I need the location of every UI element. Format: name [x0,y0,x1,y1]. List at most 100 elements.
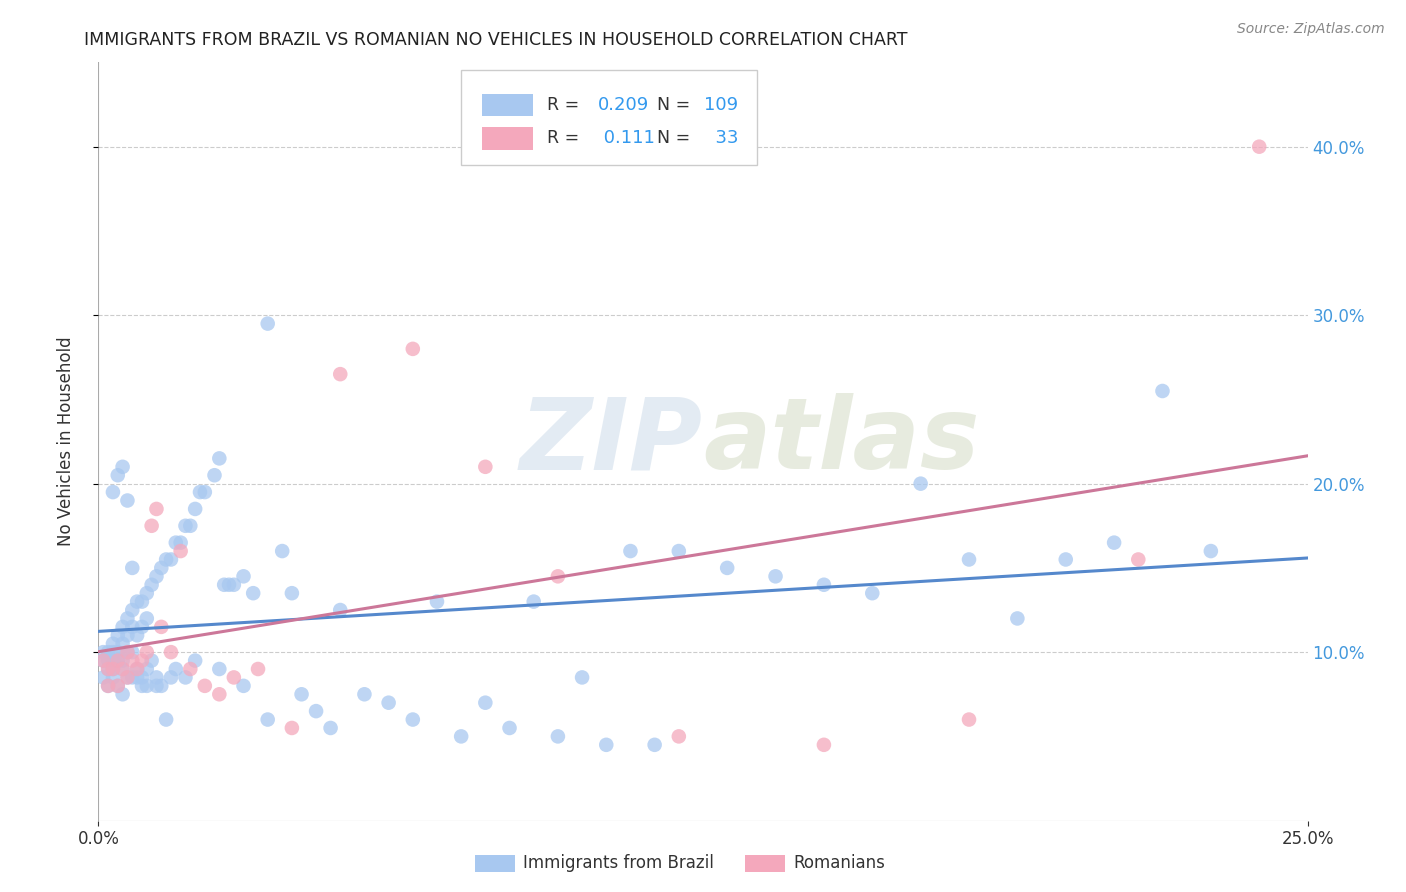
Point [107,468,129,483]
Point [957,552,980,566]
Point [131,654,153,668]
FancyBboxPatch shape [461,70,758,165]
Point [474,459,496,474]
Point [121,620,143,634]
Point [165,535,187,549]
Point [426,594,449,608]
Point [101,637,124,651]
Point [179,662,201,676]
Point [402,713,425,727]
Point [131,620,153,634]
Point [813,578,835,592]
Text: 0.111: 0.111 [598,129,655,147]
Point [111,620,134,634]
Point [208,662,231,676]
Point [1152,384,1174,398]
FancyBboxPatch shape [482,127,533,150]
Point [271,544,294,558]
Y-axis label: No Vehicles in Household: No Vehicles in Household [56,336,75,547]
Point [91,654,114,668]
Point [155,552,177,566]
Point [141,578,163,592]
Point [1007,611,1029,625]
Text: N =: N = [647,129,696,147]
Point [111,662,134,676]
Text: atlas: atlas [703,393,980,490]
Point [256,317,278,331]
Text: Immigrants from Brazil: Immigrants from Brazil [523,855,714,872]
Point [97,662,120,676]
Point [135,662,157,676]
Point [97,662,120,676]
Point [232,569,254,583]
Point [111,459,134,474]
Point [160,670,183,684]
Point [121,654,143,668]
Point [305,704,328,718]
Point [188,485,211,500]
Point [131,594,153,608]
FancyBboxPatch shape [482,94,533,116]
Point [169,535,191,549]
Point [97,645,120,659]
Point [101,670,124,684]
Point [121,670,143,684]
Point [107,679,129,693]
Point [547,730,569,744]
Point [150,620,173,634]
Point [194,485,217,500]
Text: N =: N = [647,96,696,114]
Point [107,628,129,642]
Point [377,696,399,710]
Point [668,544,690,558]
Point [107,654,129,668]
Point [595,738,617,752]
Point [101,662,124,676]
Point [145,679,167,693]
Text: 109: 109 [704,96,738,114]
Point [813,738,835,752]
Point [111,654,134,668]
Point [127,662,149,676]
Point [222,670,245,684]
Point [218,578,240,592]
Point [184,654,207,668]
Text: 0.209: 0.209 [598,96,650,114]
Point [281,721,304,735]
Point [474,696,496,710]
Point [150,561,173,575]
Point [117,670,139,684]
Point [111,662,134,676]
Point [121,645,143,659]
Point [155,713,177,727]
Point [97,654,120,668]
Point [117,611,139,625]
Point [194,679,217,693]
Point [117,670,139,684]
Text: R =: R = [547,129,585,147]
Point [329,603,352,617]
Point [208,451,231,466]
Point [127,628,149,642]
Text: Romanians: Romanians [793,855,884,872]
Point [121,561,143,575]
Point [619,544,641,558]
Point [107,679,129,693]
Point [135,679,157,693]
Point [179,518,201,533]
Point [1199,544,1222,558]
Point [319,721,342,735]
Point [127,594,149,608]
Point [145,502,167,516]
Point [212,578,235,592]
Point [353,687,375,701]
Point [127,670,149,684]
Point [131,679,153,693]
Point [101,485,124,500]
Point [957,713,980,727]
Point [145,670,167,684]
Point [242,586,264,600]
Point [1102,535,1125,549]
Point [204,468,226,483]
Point [141,518,163,533]
